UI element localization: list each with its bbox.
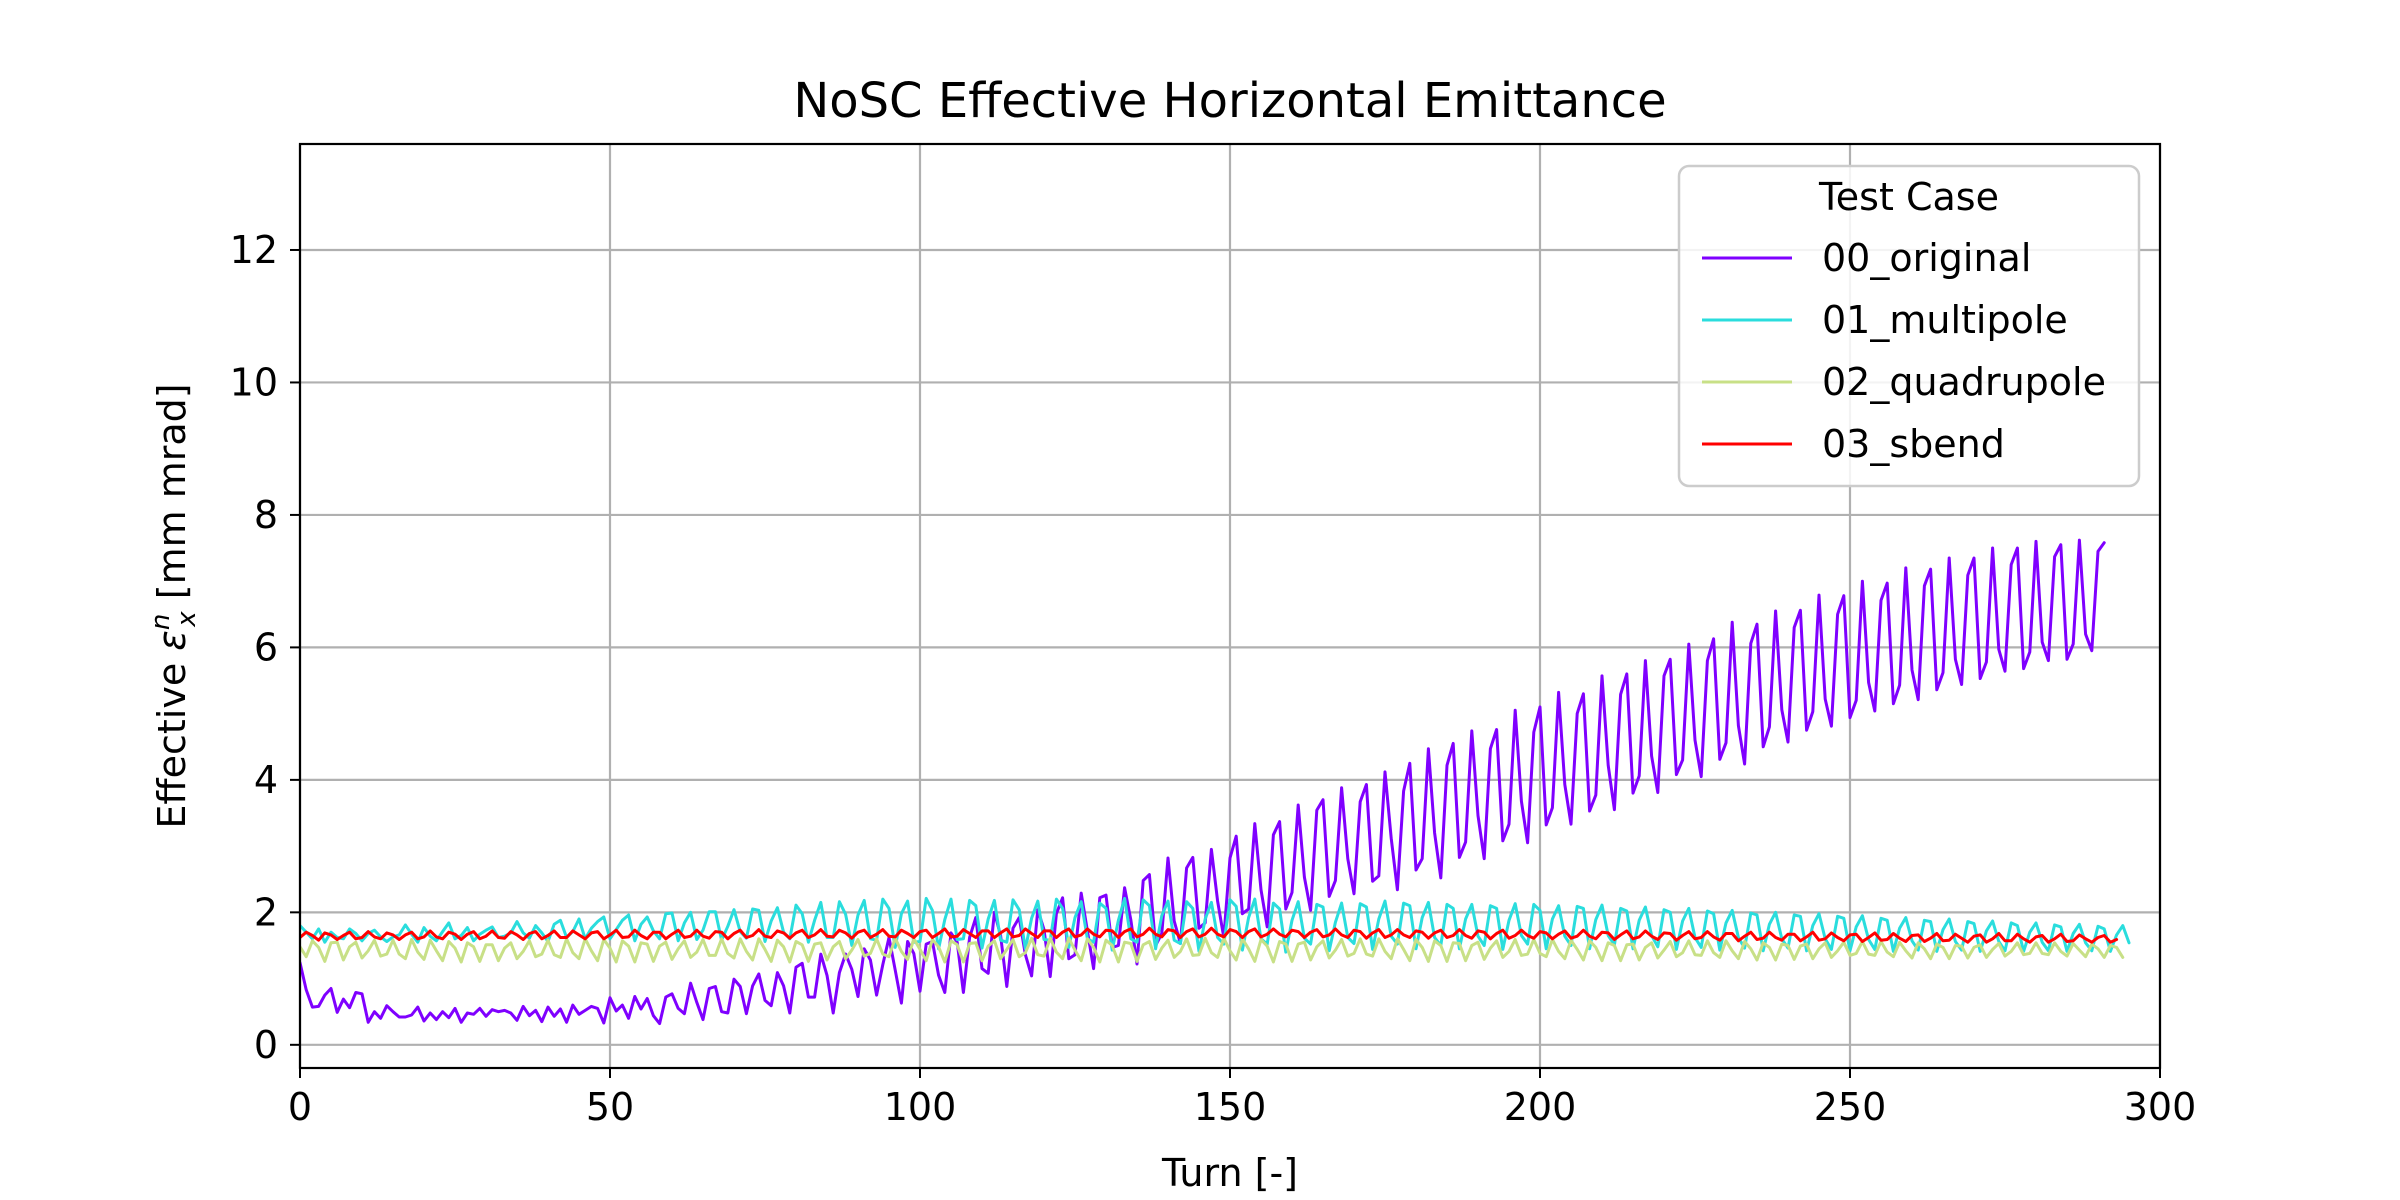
x-tick-label: 50 — [586, 1085, 634, 1129]
series-line-01_multipole — [300, 896, 2131, 954]
x-axis-label: Turn [-] — [1161, 1151, 1298, 1195]
x-tick-label: 200 — [1504, 1085, 1577, 1129]
x-tick-label: 300 — [2124, 1085, 2197, 1129]
y-tick-label: 6 — [254, 625, 278, 669]
legend-label-00_original: 00_original — [1822, 236, 2031, 280]
legend: Test Case 00_original 01_multipole 02_quad… — [1677, 164, 2141, 488]
legend-box — [1677, 164, 2141, 488]
legend-title: Test Case — [1818, 175, 1999, 219]
y-axis-label-superscript: n — [146, 614, 176, 630]
series-line-00_original — [300, 538, 2106, 1026]
legend-label-03_sbend: 03_sbend — [1822, 422, 2005, 466]
y-axis-label-symbol: ε — [150, 630, 194, 651]
y-tick-label: 4 — [254, 758, 278, 802]
x-tick-label: 100 — [884, 1085, 957, 1129]
legend-items: 00_original 01_multipole 02_quadrupole 03_s… — [1702, 236, 2106, 466]
series-lines — [300, 538, 2131, 1026]
y-tick-label: 10 — [230, 360, 278, 404]
y-tick-label: 8 — [254, 493, 278, 537]
legend-label-02_quadrupole: 02_quadrupole — [1822, 360, 2106, 404]
y-axis-label-prefix: Effective — [150, 651, 194, 829]
y-tick-label: 0 — [254, 1023, 278, 1067]
series-line-03_sbend — [300, 926, 2119, 944]
y-axis-ticks: 0 2 4 6 8 10 12 — [230, 228, 300, 1067]
y-axis-label-suffix: [mm mrad] — [150, 383, 194, 611]
y-tick-label: 2 — [254, 890, 278, 934]
x-axis-ticks: 0 50 100 150 200 250 300 — [288, 1068, 2196, 1129]
x-tick-label: 250 — [1814, 1085, 1887, 1129]
chart-title: NoSC Effective Horizontal Emittance — [793, 73, 1666, 129]
y-axis-label-subscript: x — [172, 611, 202, 628]
grid-lines — [298, 144, 2162, 1068]
y-axis-label: Effective εnx [mm mrad] — [146, 383, 202, 828]
legend-label-01_multipole: 01_multipole — [1822, 298, 2068, 342]
x-tick-label: 0 — [288, 1085, 312, 1129]
y-tick-label: 12 — [230, 228, 278, 272]
x-tick-label: 150 — [1194, 1085, 1267, 1129]
